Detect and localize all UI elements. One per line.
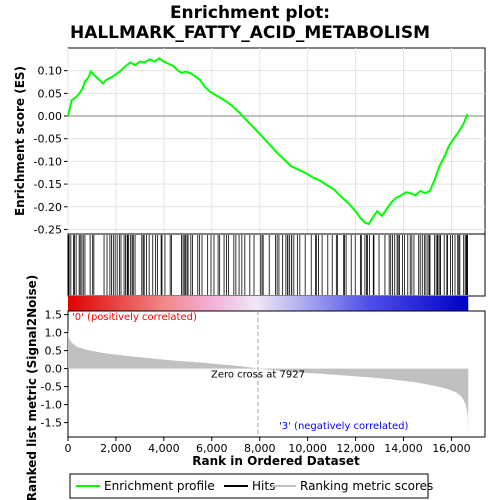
es-y-tick-label: -0.10 xyxy=(34,155,62,168)
negative-correlation-label: '3' (negatively correlated) xyxy=(279,421,408,432)
hits-panel xyxy=(67,233,486,311)
x-tick-label: 0 xyxy=(65,442,72,455)
es-y-tick-label: -0.15 xyxy=(34,178,62,191)
x-tick-label: 16,000 xyxy=(432,442,471,455)
es-y-tick-label: -0.05 xyxy=(34,133,62,146)
metric-y-axis: 1.5 1.0 0.5 0.0 -0.5 -1.0 -1.5 xyxy=(41,309,68,430)
x-axis-label: Rank in Ordered Dataset xyxy=(192,454,360,468)
chart-title-line1: Enrichment plot: xyxy=(170,3,330,23)
chart-title-line2: HALLMARK_FATTY_ACID_METABOLISM xyxy=(70,23,430,43)
x-tick-label: 14,000 xyxy=(384,442,423,455)
es-y-tick-label: 0.00 xyxy=(38,110,63,123)
metric-y-tick-label: -1.0 xyxy=(41,399,62,412)
x-tick-label: 12,000 xyxy=(336,442,375,455)
x-axis: 0 2,000 4,000 6,000 8,000 10,000 12,000 14,000 1… xyxy=(65,437,471,455)
metric-y-tick-label: 1.0 xyxy=(45,327,63,340)
legend-label-ranking: Ranking metric scores xyxy=(300,479,433,493)
es-panel: 0.10 0.05 0.00 -0.05 -0.10 -0.15 -0.20 -0.25 xyxy=(34,47,486,236)
es-y-tick-label: 0.05 xyxy=(38,87,63,100)
metric-y-tick-label: -0.5 xyxy=(41,381,62,394)
es-y-tick-label: -0.20 xyxy=(34,201,62,214)
x-tick-label: 6,000 xyxy=(196,442,228,455)
positive-correlation-label: '0' (positively correlated) xyxy=(72,312,197,323)
metric-y-tick-label: -1.5 xyxy=(41,417,62,430)
x-tick-label: 2,000 xyxy=(100,442,132,455)
hit-lines xyxy=(67,235,468,295)
x-tick-label: 10,000 xyxy=(288,442,327,455)
legend-label-hits: Hits xyxy=(252,479,275,493)
metric-y-tick-label: 1.5 xyxy=(45,309,63,322)
legend-frame xyxy=(69,473,429,499)
es-y-tick-label: -0.25 xyxy=(34,223,62,236)
rank-color-bar xyxy=(68,296,469,311)
metric-y-tick-label: 0.0 xyxy=(45,363,63,376)
es-panel-frame xyxy=(67,47,486,235)
metric-y-axis-label: Ranked list metric (Signal2Noise) xyxy=(25,275,39,500)
enrichment-profile-line xyxy=(67,57,469,226)
es-y-axis-label: Enrichment score (ES) xyxy=(13,66,27,216)
metric-y-tick-label: 0.5 xyxy=(45,345,63,358)
es-y-tick-label: 0.10 xyxy=(38,65,63,78)
x-tick-label: 4,000 xyxy=(148,442,180,455)
hits-panel-frame xyxy=(67,233,486,297)
x-tick-label: 8,000 xyxy=(244,442,276,455)
metric-panel: 1.5 1.0 0.5 0.0 -0.5 -1.0 -1.5 '0' (positively… xyxy=(41,309,486,438)
legend: Enrichment profile Hits Ranking metric s… xyxy=(69,473,433,499)
zero-cross-label: Zero cross at 7927 xyxy=(211,370,305,381)
legend-label-enrichment: Enrichment profile xyxy=(104,479,215,493)
